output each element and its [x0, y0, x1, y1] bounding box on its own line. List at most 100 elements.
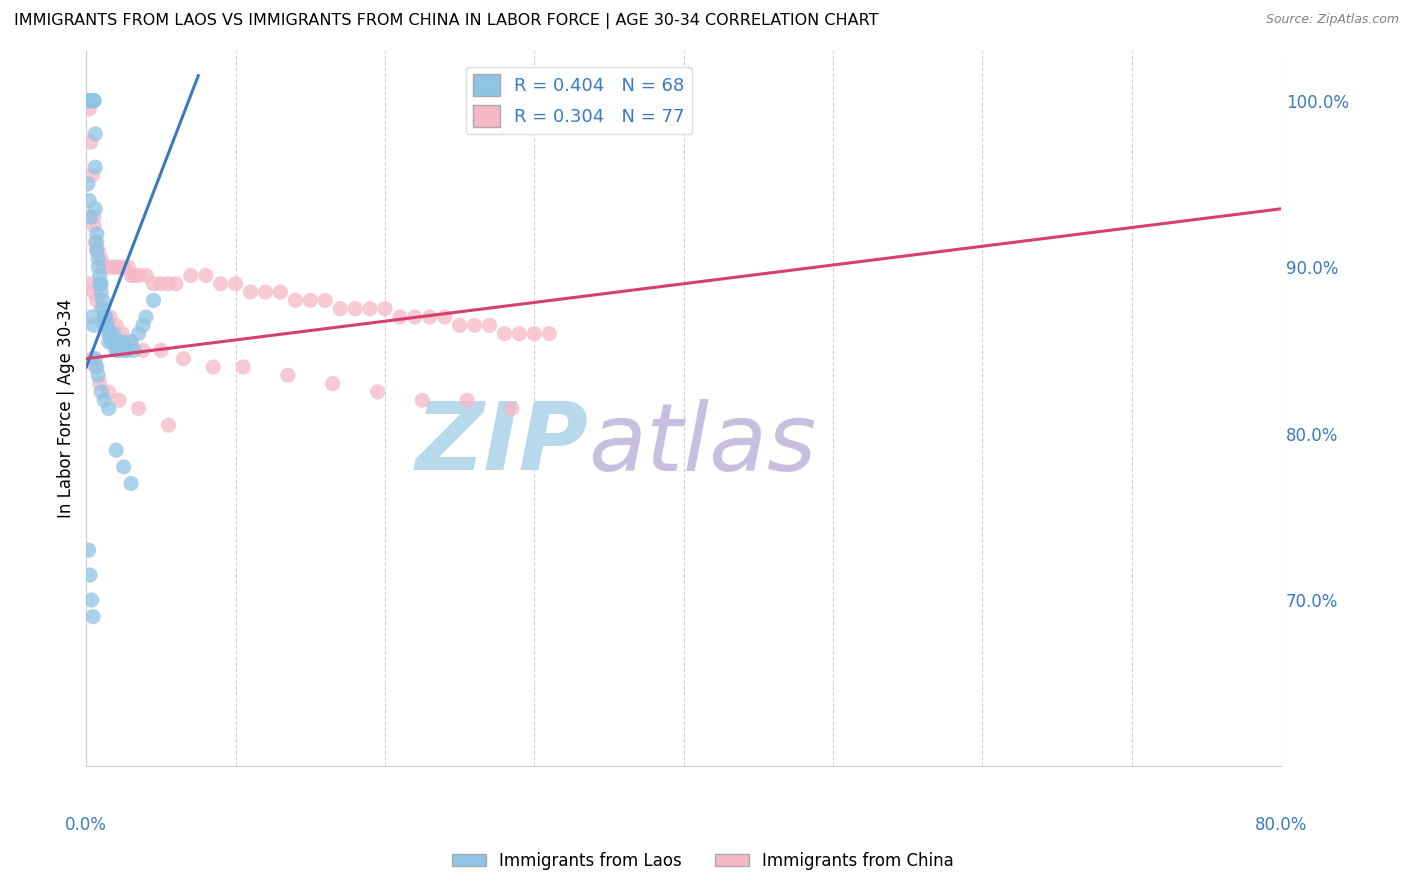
Point — [239, 285, 262, 299]
Point — [329, 301, 352, 316]
Point — [110, 343, 132, 358]
Point — [523, 326, 546, 341]
Point — [87, 368, 110, 383]
Point — [82, 169, 104, 183]
Point — [76, 177, 98, 191]
Point — [82, 609, 104, 624]
Point — [120, 334, 142, 349]
Point — [112, 334, 135, 349]
Point — [107, 343, 129, 358]
Point — [404, 310, 426, 324]
Point — [128, 401, 150, 416]
Point — [114, 343, 136, 358]
Point — [108, 334, 131, 349]
Point — [101, 326, 124, 341]
Point — [77, 543, 100, 558]
Point — [299, 293, 322, 308]
Point — [112, 459, 135, 474]
Y-axis label: In Labor Force | Age 30-34: In Labor Force | Age 30-34 — [58, 299, 75, 518]
Point — [84, 160, 107, 174]
Point — [225, 277, 247, 291]
Point — [76, 94, 98, 108]
Point — [142, 277, 165, 291]
Point — [80, 593, 103, 607]
Point — [149, 277, 172, 291]
Point — [98, 326, 121, 341]
Point — [98, 310, 121, 324]
Point — [254, 285, 277, 299]
Point — [86, 244, 108, 258]
Text: 80.0%: 80.0% — [1254, 816, 1308, 834]
Point — [97, 260, 120, 274]
Point — [83, 94, 105, 108]
Point — [419, 310, 441, 324]
Point — [91, 293, 114, 308]
Point — [494, 326, 516, 341]
Point — [117, 343, 139, 358]
Point — [172, 351, 194, 366]
Point — [90, 252, 112, 266]
Point — [120, 334, 142, 349]
Point — [86, 359, 108, 374]
Point — [501, 401, 523, 416]
Point — [128, 268, 150, 283]
Point — [135, 310, 157, 324]
Point — [122, 343, 145, 358]
Point — [87, 252, 110, 266]
Point — [83, 219, 105, 233]
Point — [90, 277, 112, 291]
Point — [87, 260, 110, 274]
Point — [83, 210, 105, 224]
Point — [105, 260, 128, 274]
Point — [456, 393, 478, 408]
Point — [388, 310, 411, 324]
Point — [100, 334, 122, 349]
Point — [322, 376, 344, 391]
Point — [120, 268, 142, 283]
Point — [86, 227, 108, 241]
Point — [77, 194, 100, 208]
Point — [80, 277, 103, 291]
Point — [91, 301, 114, 316]
Point — [180, 268, 202, 283]
Point — [277, 368, 299, 383]
Point — [478, 318, 501, 333]
Legend: Immigrants from Laos, Immigrants from China: Immigrants from Laos, Immigrants from Ch… — [446, 846, 960, 877]
Point — [94, 310, 117, 324]
Point — [80, 94, 103, 108]
Point — [165, 277, 187, 291]
Point — [86, 235, 108, 249]
Point — [97, 401, 120, 416]
Point — [284, 293, 307, 308]
Legend: R = 0.404   N = 68, R = 0.304   N = 77: R = 0.404 N = 68, R = 0.304 N = 77 — [465, 67, 692, 135]
Point — [104, 334, 127, 349]
Point — [135, 268, 157, 283]
Point — [112, 260, 135, 274]
Point — [202, 359, 225, 374]
Point — [108, 393, 131, 408]
Point — [89, 277, 111, 291]
Point — [82, 351, 104, 366]
Point — [82, 94, 104, 108]
Point — [94, 310, 117, 324]
Point — [117, 260, 139, 274]
Point — [90, 384, 112, 399]
Point — [232, 359, 254, 374]
Point — [194, 268, 217, 283]
Point — [86, 244, 108, 258]
Point — [464, 318, 486, 333]
Point — [538, 326, 561, 341]
Point — [132, 318, 155, 333]
Point — [84, 202, 107, 216]
Point — [80, 94, 103, 108]
Point — [108, 260, 131, 274]
Point — [449, 318, 471, 333]
Point — [76, 94, 98, 108]
Point — [111, 326, 134, 341]
Point — [80, 94, 103, 108]
Point — [96, 318, 118, 333]
Point — [157, 418, 180, 433]
Point — [366, 384, 388, 399]
Point — [433, 310, 456, 324]
Point — [209, 277, 232, 291]
